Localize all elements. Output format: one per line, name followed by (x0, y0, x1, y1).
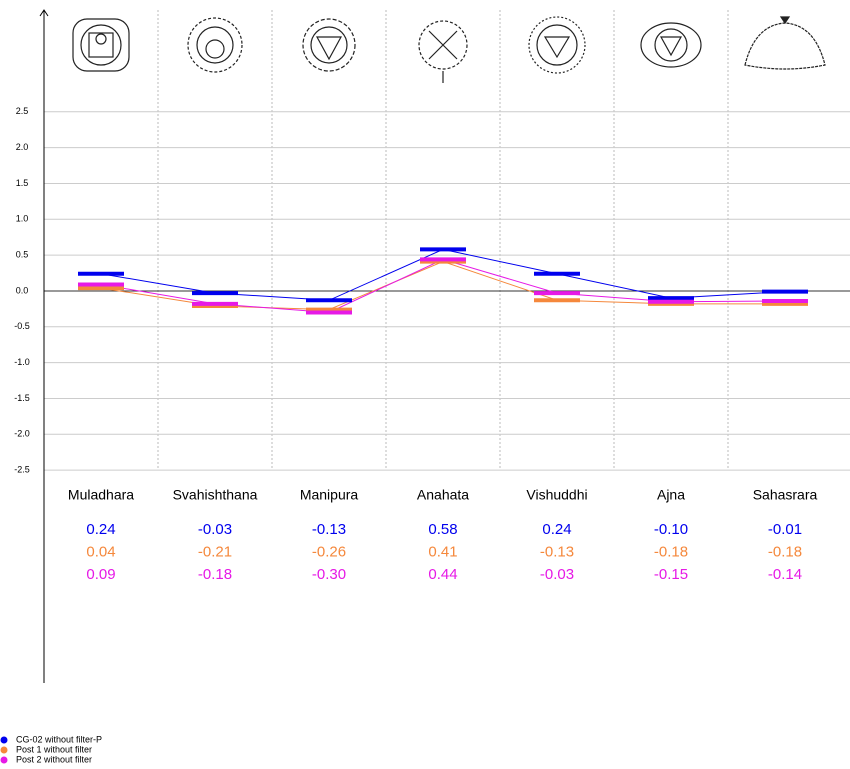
value-label: -0.21 (198, 543, 232, 560)
x-tick-label: Vishuddhi (526, 487, 587, 503)
value-label: -0.26 (312, 543, 346, 560)
value-label: 0.24 (542, 521, 571, 538)
y-tick-label: 1.0 (16, 214, 29, 224)
y-tick-label: 1.5 (16, 178, 29, 188)
value-label: 0.41 (428, 543, 457, 560)
value-label: -0.30 (312, 566, 346, 583)
value-label: -0.01 (768, 521, 802, 538)
legend-label: CG-02 without filter-P (16, 734, 102, 744)
value-label: 0.58 (428, 521, 457, 538)
x-tick-label: Manipura (300, 487, 359, 503)
y-tick-label: -0.5 (14, 321, 30, 331)
value-label: 0.24 (86, 521, 115, 538)
y-tick-label: -1.0 (14, 357, 30, 367)
value-label: -0.14 (768, 566, 802, 583)
y-tick-label: 2.0 (16, 142, 29, 152)
x-tick-label: Svahishthana (173, 487, 258, 503)
legend-label: Post 2 without filter (16, 754, 92, 764)
value-label: -0.03 (198, 521, 232, 538)
value-label: -0.13 (312, 521, 346, 538)
legend-marker (0, 736, 8, 744)
x-tick-label: Muladhara (68, 487, 134, 503)
x-tick-label: Sahasrara (753, 487, 818, 503)
value-label: 0.04 (86, 543, 115, 560)
value-label: -0.03 (540, 566, 574, 583)
legend-label: Post 1 without filter (16, 744, 92, 754)
y-tick-label: 0.0 (16, 285, 29, 295)
legend-marker (0, 756, 8, 764)
value-label: -0.18 (654, 543, 688, 560)
y-tick-label: 0.5 (16, 249, 29, 259)
y-axis-arrow (39, 9, 49, 17)
value-label: -0.18 (768, 543, 802, 560)
chakra-icons (72, 16, 826, 83)
x-tick-label: Anahata (417, 487, 469, 503)
y-tick-label: -1.5 (14, 393, 30, 403)
legend-marker (0, 746, 8, 754)
y-tick-label: -2.0 (14, 429, 30, 439)
value-label: -0.15 (654, 566, 688, 583)
x-tick-label: Ajna (657, 487, 685, 503)
value-label: 0.09 (86, 566, 115, 583)
value-label: -0.10 (654, 521, 688, 538)
y-tick-label: -2.5 (14, 465, 30, 475)
value-label: 0.44 (428, 566, 457, 583)
value-label: -0.18 (198, 566, 232, 583)
value-label: -0.13 (540, 543, 574, 560)
y-tick-label: 2.5 (16, 106, 29, 116)
